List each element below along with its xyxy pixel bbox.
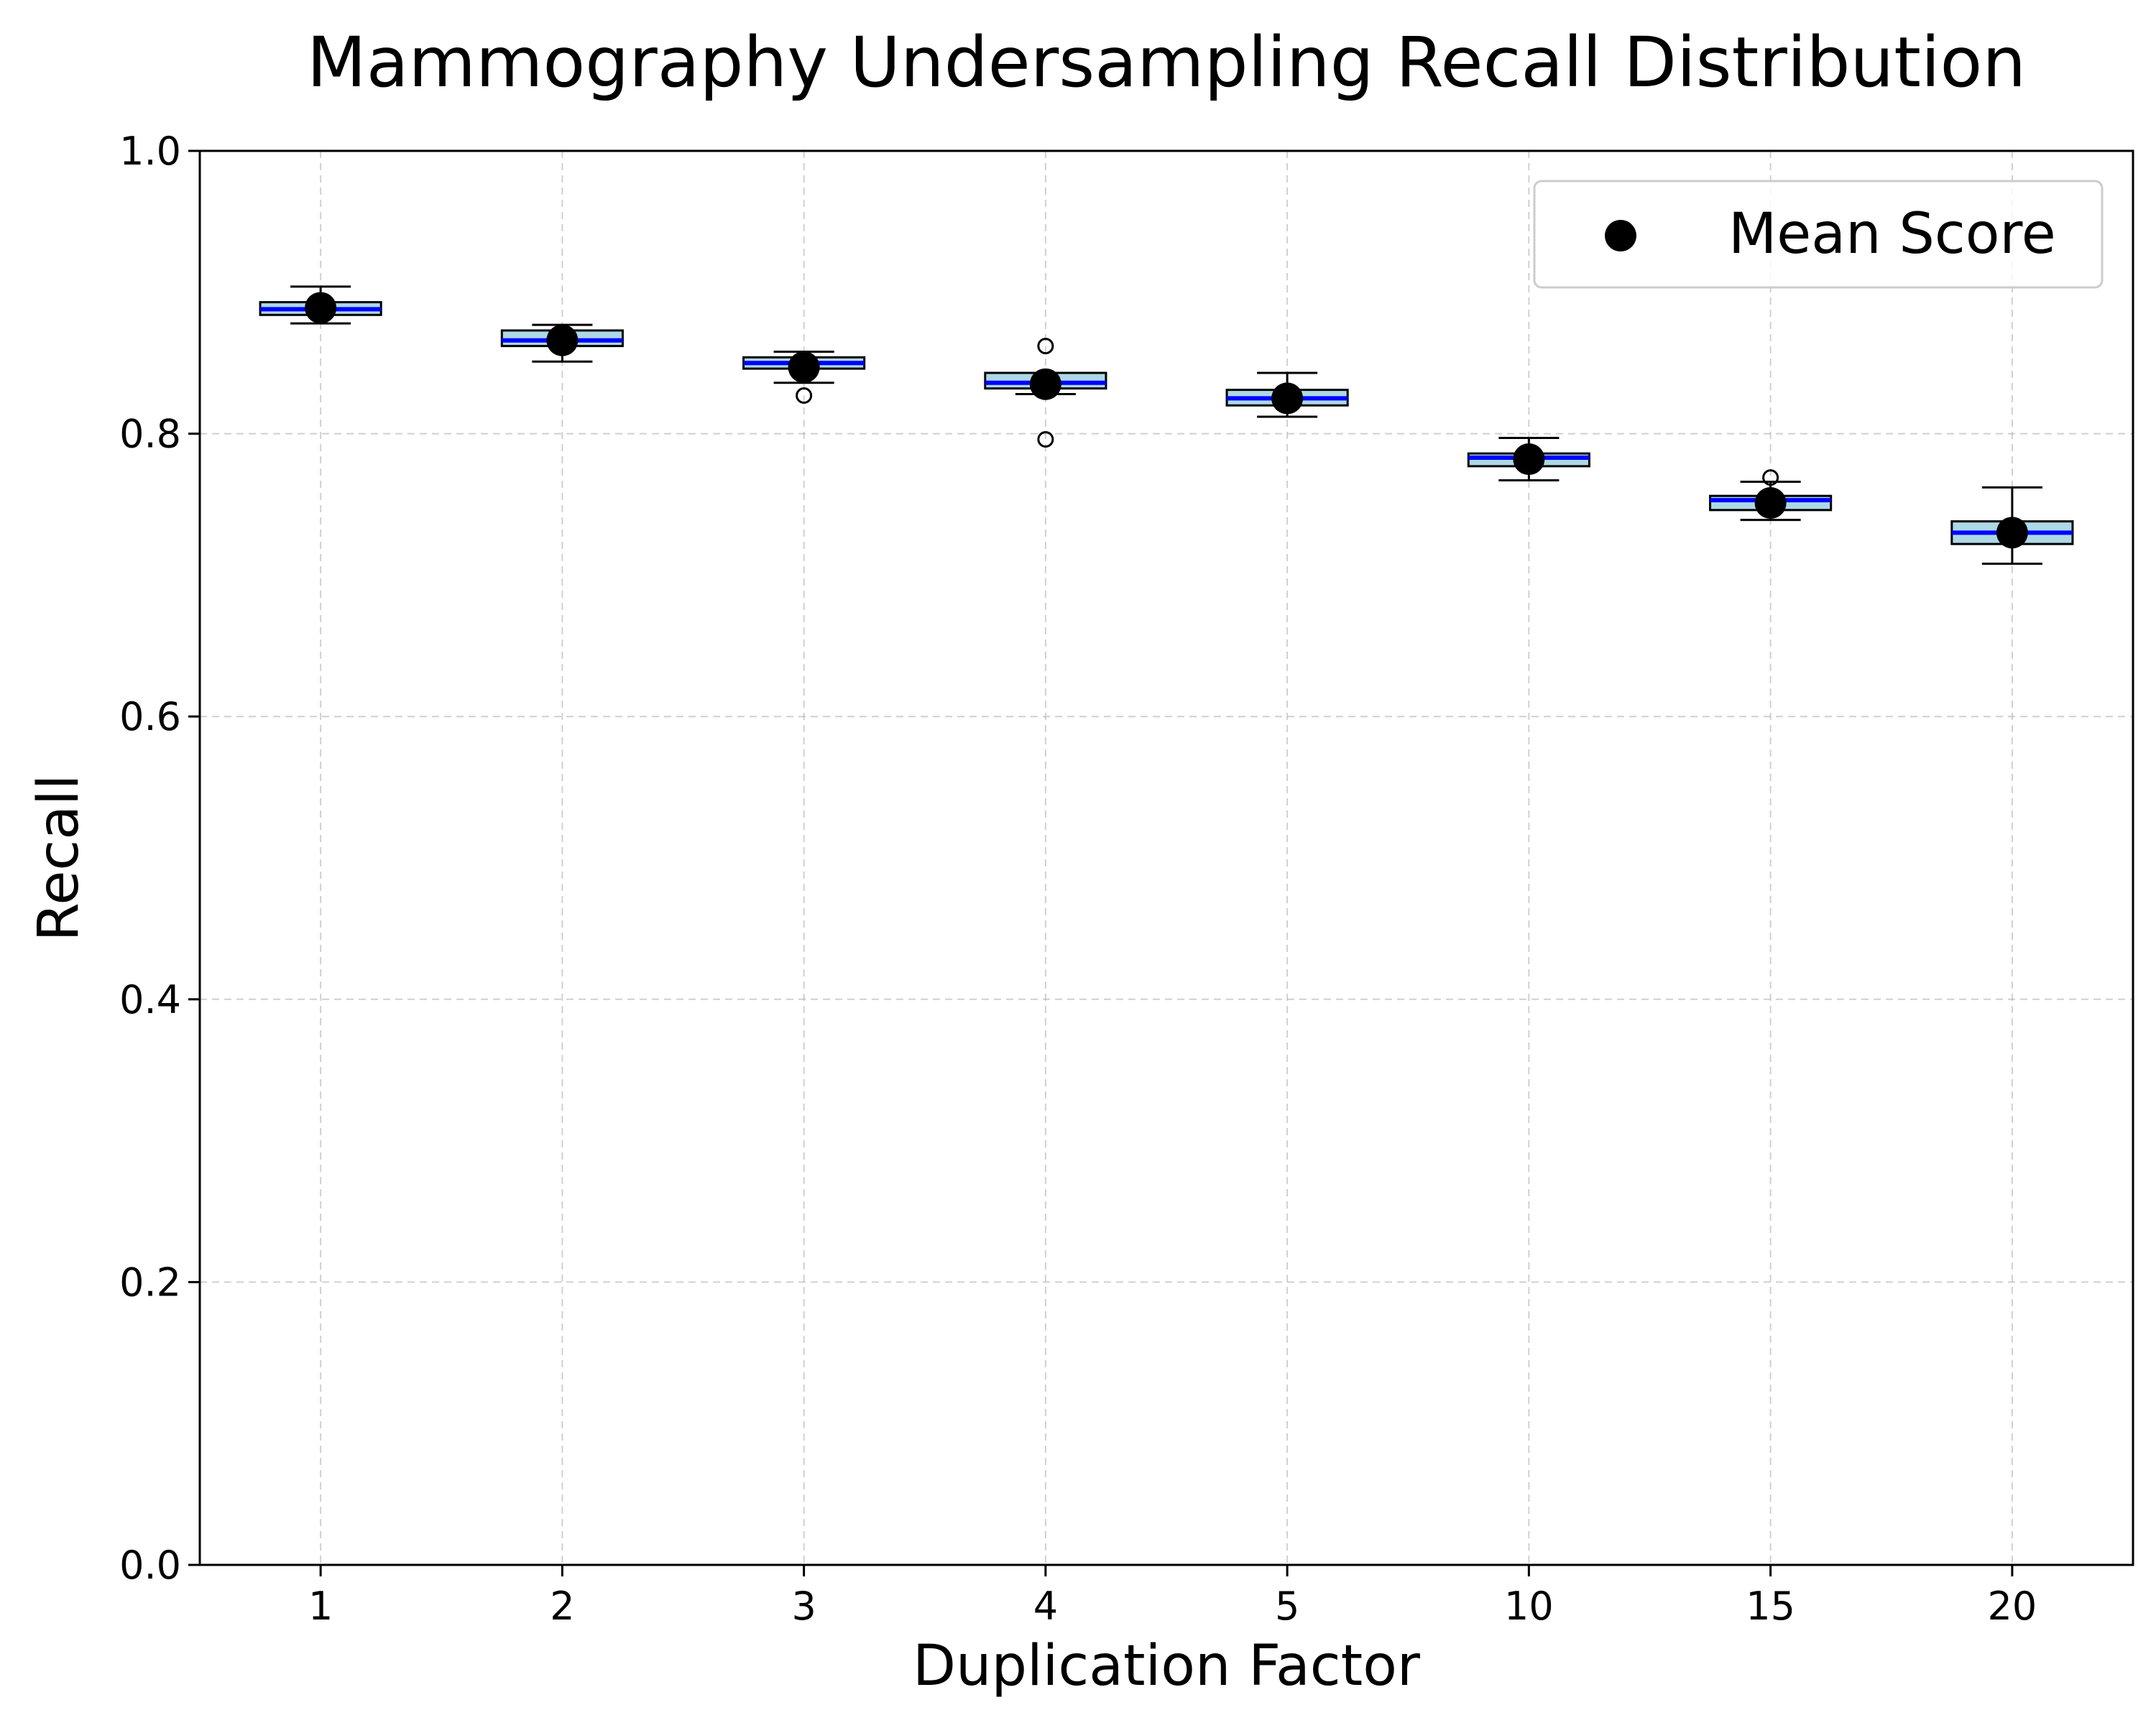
- legend: Mean Score: [1533, 180, 2104, 289]
- y-axis-label: Recall: [27, 775, 91, 942]
- outlier-point: [796, 387, 813, 404]
- box-group-2: [500, 323, 624, 363]
- plot-frame: [198, 149, 2134, 1566]
- mean-point: [788, 351, 820, 384]
- axis-layer: 0.0 0.2 0.4 0.6 0.8 1.0 1 2 3 4 5 10 15 20: [119, 129, 2037, 1629]
- mean-point: [1029, 368, 1061, 400]
- mean-point: [305, 292, 337, 324]
- x-tick-label: 3: [791, 1584, 816, 1629]
- y-tick-label: 1.0: [119, 129, 181, 174]
- outlier-point: [1762, 469, 1779, 486]
- mean-point: [1996, 517, 2028, 549]
- chart-title: Mammography Undersampling Recall Distrib…: [307, 22, 2026, 103]
- outlier-point: [1037, 430, 1054, 448]
- x-tick-label: 2: [550, 1584, 574, 1629]
- box-group-3: [742, 350, 866, 404]
- mean-point: [546, 324, 579, 356]
- box-group-15: [1709, 469, 1833, 522]
- box-group-20: [1950, 486, 2074, 565]
- legend-box: [1533, 180, 2104, 289]
- x-axis-label: Duplication Factor: [913, 1634, 1421, 1699]
- y-tick-label: 0.8: [119, 412, 181, 457]
- y-tick-label: 0.0: [119, 1543, 181, 1588]
- mean-point: [1271, 382, 1304, 415]
- y-tick-label: 0.6: [119, 694, 181, 739]
- x-tick-label: 20: [1988, 1584, 2037, 1629]
- box-group-10: [1467, 437, 1590, 482]
- grid-layer: [200, 150, 2133, 1566]
- box-group-1: [259, 285, 382, 325]
- legend-mean-marker: [1605, 220, 1636, 251]
- box-group-5: [1225, 371, 1349, 418]
- x-tick-label: 4: [1033, 1584, 1058, 1629]
- x-tick-label: 10: [1504, 1584, 1554, 1629]
- box-group-4: [984, 338, 1107, 448]
- mean-point: [1513, 443, 1545, 476]
- x-tick-label: 5: [1275, 1584, 1299, 1629]
- x-tick-label: 1: [308, 1584, 333, 1629]
- outlier-point: [1037, 338, 1054, 355]
- mean-point: [1754, 487, 1787, 519]
- y-tick-label: 0.4: [119, 977, 181, 1022]
- legend-label: Mean Score: [1728, 202, 2056, 267]
- x-tick-label: 15: [1746, 1584, 1795, 1629]
- y-tick-label: 0.2: [119, 1260, 181, 1305]
- plot-layer: [259, 285, 2074, 565]
